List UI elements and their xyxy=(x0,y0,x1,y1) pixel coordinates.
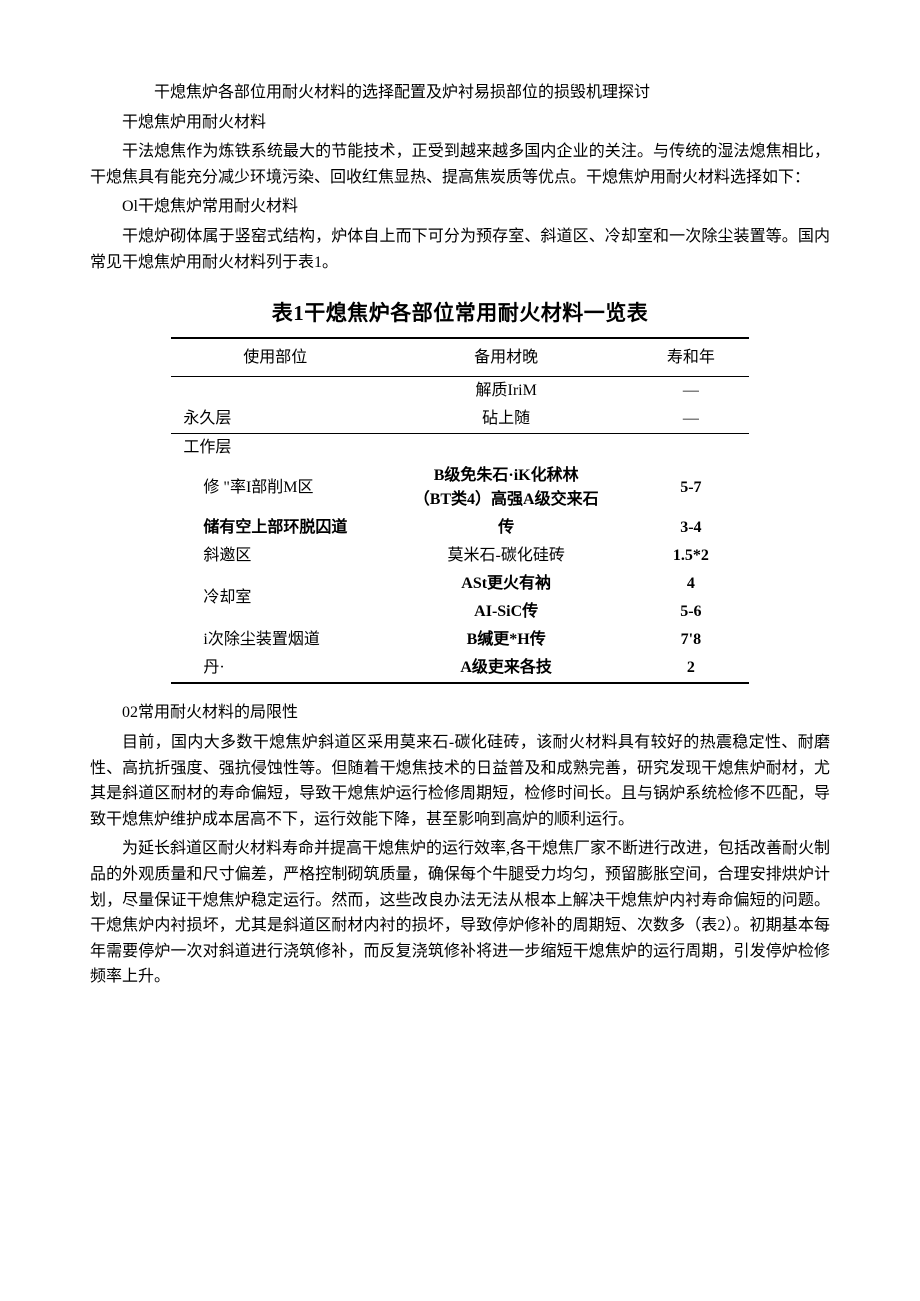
cell: 2 xyxy=(633,654,748,683)
cell: 斜邀区 xyxy=(171,542,379,570)
cell: ASt更火有衲 xyxy=(379,570,633,598)
table-1: 使用部位 备用材晚 寿和年 解质IriM — 永久层 砧上随 — 工作层 修 "… xyxy=(171,337,748,685)
document-title: 干熄焦炉各部位用耐火材料的选择配置及炉衬易损部位的损毁机理探讨 xyxy=(90,80,830,106)
table-row: i次除尘装置烟道 B缄更*H传 7'8 xyxy=(171,626,748,654)
cell: B缄更*H传 xyxy=(379,626,633,654)
table1-title: 表1干熄焦炉各部位常用耐火材料一览表 xyxy=(90,297,830,331)
cell: AI-SiC传 xyxy=(379,598,633,626)
section-02-heading: 02常用耐火材料的局限性 xyxy=(90,700,830,726)
table-row: 解质IriM — xyxy=(171,377,748,406)
th-location: 使用部位 xyxy=(171,338,379,377)
paragraph-1: 干法熄焦作为炼铁系统最大的节能技术，正受到越来越多国内企业的关注。与传统的湿法熄… xyxy=(90,139,830,190)
subtitle-1: 干熄焦炉用耐火材料 xyxy=(90,110,830,136)
cell: 4 xyxy=(633,570,748,598)
cell xyxy=(633,434,748,463)
cell: — xyxy=(633,377,748,406)
table-row: 储有空上部环脱囚道 传 3-4 xyxy=(171,514,748,542)
cell: 砧上随 xyxy=(379,405,633,434)
cell: 5-7 xyxy=(633,462,748,514)
cell: 5-6 xyxy=(633,598,748,626)
table-row: 永久层 砧上随 — xyxy=(171,405,748,434)
th-material: 备用材晚 xyxy=(379,338,633,377)
cell: 莫米石-碳化硅砖 xyxy=(379,542,633,570)
cell: 1.5*2 xyxy=(633,542,748,570)
table-row: 修 "率I部削M区 B级免朱石·iK化秫林 （BT类4）高强A级交来石 5-7 xyxy=(171,462,748,514)
cell: 工作层 xyxy=(171,434,379,463)
paragraph-4: 为延长斜道区耐火材料寿命并提高干熄焦炉的运行效率,各干熄焦厂家不断进行改进，包括… xyxy=(90,836,830,990)
cell: 解质IriM xyxy=(379,377,633,406)
section-01-heading: Ol干熄焦炉常用耐火材料 xyxy=(90,194,830,220)
cell: i次除尘装置烟道 xyxy=(171,626,379,654)
paragraph-2: 干熄炉砌体属于竖窑式结构，炉体自上而下可分为预存室、斜道区、冷却室和一次除尘装置… xyxy=(90,224,830,275)
table-header-row: 使用部位 备用材晚 寿和年 xyxy=(171,338,748,377)
cell: 修 "率I部削M区 xyxy=(171,462,379,514)
cell: 永久层 xyxy=(171,405,379,434)
cell: 冷却室 xyxy=(171,570,379,626)
table-row: 工作层 xyxy=(171,434,748,463)
cell: 7'8 xyxy=(633,626,748,654)
cell xyxy=(379,434,633,463)
cell: B级免朱石·iK化秫林 （BT类4）高强A级交来石 xyxy=(379,462,633,514)
paragraph-3: 目前，国内大多数干熄焦炉斜道区采用莫来石-碳化硅砖，该耐火材料具有较好的热震稳定… xyxy=(90,730,830,832)
table-row: 丹· A级吏来各技 2 xyxy=(171,654,748,683)
cell xyxy=(171,377,379,406)
cell: 丹· xyxy=(171,654,379,683)
cell: A级吏来各技 xyxy=(379,654,633,683)
table-row: 冷却室 ASt更火有衲 4 xyxy=(171,570,748,598)
cell: — xyxy=(633,405,748,434)
th-life: 寿和年 xyxy=(633,338,748,377)
cell: 3-4 xyxy=(633,514,748,542)
cell: 传 xyxy=(379,514,633,542)
table-row: 斜邀区 莫米石-碳化硅砖 1.5*2 xyxy=(171,542,748,570)
cell: 储有空上部环脱囚道 xyxy=(171,514,379,542)
